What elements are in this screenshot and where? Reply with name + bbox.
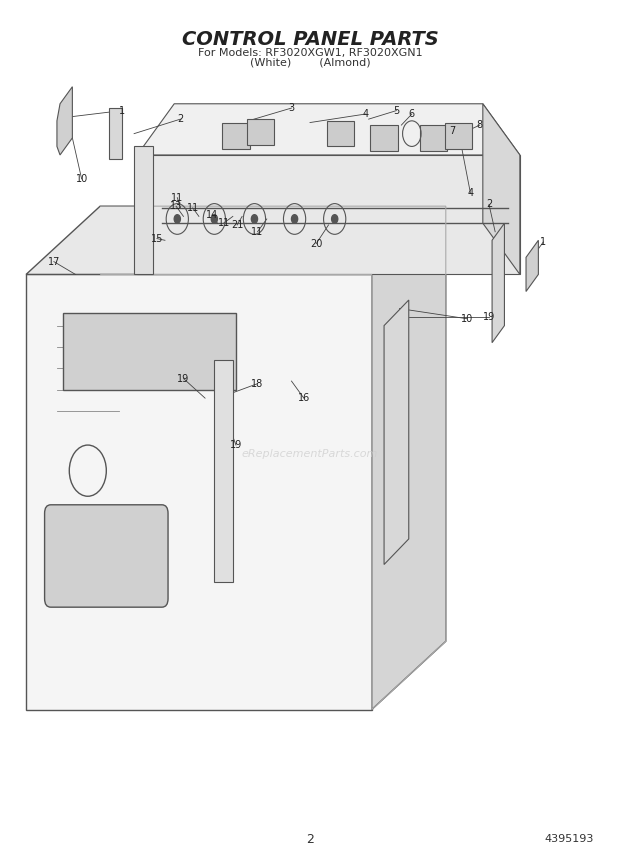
Bar bbox=[445, 123, 472, 149]
Polygon shape bbox=[57, 86, 73, 155]
Circle shape bbox=[251, 215, 257, 223]
Text: 2: 2 bbox=[486, 199, 492, 210]
Polygon shape bbox=[26, 275, 372, 710]
Bar bbox=[420, 125, 447, 151]
Text: (White)        (Almond): (White) (Almond) bbox=[250, 58, 370, 68]
Text: 15: 15 bbox=[151, 234, 163, 244]
Polygon shape bbox=[215, 360, 233, 581]
Polygon shape bbox=[526, 241, 538, 292]
Bar bbox=[223, 123, 249, 149]
Text: 10: 10 bbox=[461, 314, 474, 324]
Text: 10: 10 bbox=[76, 174, 88, 184]
Text: CONTROL PANEL PARTS: CONTROL PANEL PARTS bbox=[182, 30, 438, 50]
Text: 16: 16 bbox=[298, 393, 310, 403]
Text: 18: 18 bbox=[252, 378, 264, 389]
Bar bbox=[247, 119, 274, 145]
Text: eReplacementParts.com: eReplacementParts.com bbox=[242, 449, 378, 459]
Text: 21: 21 bbox=[231, 220, 244, 230]
Text: 4: 4 bbox=[363, 109, 369, 119]
Text: 19: 19 bbox=[483, 312, 495, 322]
Circle shape bbox=[174, 215, 180, 223]
Text: 3: 3 bbox=[288, 103, 294, 113]
Text: 1: 1 bbox=[540, 237, 546, 247]
Text: 4: 4 bbox=[467, 188, 474, 199]
Bar bbox=[63, 312, 236, 389]
Polygon shape bbox=[109, 108, 122, 159]
Polygon shape bbox=[134, 146, 153, 275]
Circle shape bbox=[332, 215, 338, 223]
Text: 20: 20 bbox=[310, 239, 322, 249]
Polygon shape bbox=[26, 206, 446, 275]
Text: 1: 1 bbox=[118, 105, 125, 116]
Text: 2: 2 bbox=[306, 833, 314, 846]
Circle shape bbox=[291, 215, 298, 223]
Text: 11: 11 bbox=[252, 227, 264, 237]
Circle shape bbox=[211, 215, 218, 223]
Text: 13: 13 bbox=[170, 201, 182, 211]
FancyBboxPatch shape bbox=[45, 505, 168, 607]
Text: 11: 11 bbox=[187, 203, 199, 213]
Text: 7: 7 bbox=[449, 126, 455, 136]
Text: 19: 19 bbox=[230, 440, 242, 450]
Text: 5: 5 bbox=[393, 105, 399, 116]
Text: 2: 2 bbox=[177, 114, 184, 124]
Polygon shape bbox=[137, 155, 520, 275]
Text: 6: 6 bbox=[409, 109, 415, 119]
Bar bbox=[327, 121, 355, 146]
Text: 8: 8 bbox=[477, 120, 483, 130]
Bar bbox=[371, 125, 397, 151]
Text: 11: 11 bbox=[171, 193, 184, 203]
Text: 19: 19 bbox=[177, 373, 190, 383]
Polygon shape bbox=[483, 104, 520, 275]
Polygon shape bbox=[137, 104, 520, 155]
Text: 14: 14 bbox=[206, 210, 219, 220]
Polygon shape bbox=[384, 300, 409, 564]
Text: 4395193: 4395193 bbox=[544, 835, 594, 844]
Text: For Models: RF3020XGW1, RF3020XGN1: For Models: RF3020XGW1, RF3020XGN1 bbox=[198, 48, 422, 57]
Polygon shape bbox=[492, 223, 505, 342]
Text: 17: 17 bbox=[48, 257, 60, 266]
Polygon shape bbox=[372, 206, 446, 710]
Text: 11: 11 bbox=[218, 218, 230, 229]
